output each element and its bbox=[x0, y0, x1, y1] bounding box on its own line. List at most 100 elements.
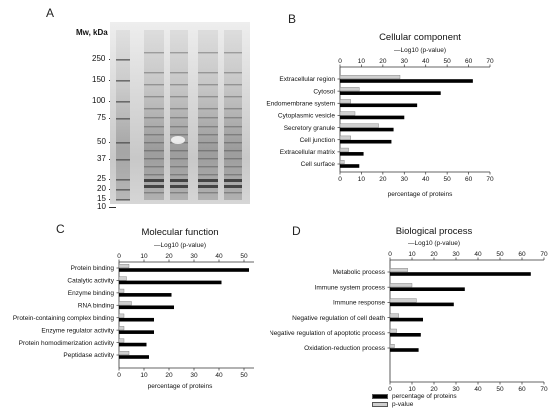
legend: percentage of proteins p-value bbox=[372, 393, 457, 409]
bottom-tick-label: 60 bbox=[518, 386, 526, 393]
gel-band bbox=[224, 142, 242, 144]
bar-percentage bbox=[340, 103, 418, 108]
gel-band bbox=[198, 166, 218, 168]
legend-swatch-pvalue bbox=[372, 402, 388, 407]
top-tick-label: 10 bbox=[140, 253, 148, 260]
gel-ladder-band bbox=[116, 199, 130, 201]
gel-lane bbox=[116, 30, 130, 200]
top-tick-label: 50 bbox=[444, 58, 452, 65]
gel-band bbox=[144, 150, 164, 152]
category-label: Peptidase activity bbox=[63, 352, 114, 359]
bar-percentage bbox=[340, 139, 392, 144]
category-label: Cell junction bbox=[300, 137, 336, 144]
bar-pvalue bbox=[339, 99, 351, 104]
bottom-tick-label: 40 bbox=[474, 386, 482, 393]
bar-pvalue bbox=[118, 350, 130, 355]
top-tick-label: 40 bbox=[422, 58, 430, 65]
bar-percentage bbox=[340, 164, 360, 168]
bar-percentage bbox=[390, 287, 465, 291]
gel-band bbox=[198, 96, 218, 98]
gel-band bbox=[198, 192, 218, 194]
bar-percentage bbox=[119, 280, 222, 285]
gel-band bbox=[144, 142, 164, 144]
bottom-tick-label: 40 bbox=[422, 176, 430, 183]
gel-marker-75: 75 bbox=[97, 113, 106, 122]
gel-mw-title: Mw, kDa bbox=[76, 28, 108, 37]
bar-percentage bbox=[390, 302, 454, 307]
bottom-tick-label: 20 bbox=[379, 176, 387, 183]
category-label: Catalytic activity bbox=[67, 278, 114, 285]
top-tick-label: 0 bbox=[388, 251, 392, 258]
gel-band bbox=[144, 117, 164, 119]
gel-band bbox=[144, 52, 164, 54]
legend-label-pvalue: p-value bbox=[392, 401, 414, 408]
bottom-tick-label: 20 bbox=[165, 372, 173, 379]
legend-item-pvalue: p-value bbox=[372, 401, 457, 408]
bar-pvalue bbox=[118, 276, 127, 281]
gel-band bbox=[144, 185, 164, 188]
category-label: Protein binding bbox=[71, 265, 115, 272]
gel-marker-37: 37 bbox=[97, 154, 106, 163]
top-tick-label: 70 bbox=[540, 251, 548, 258]
category-label: Secretory granule bbox=[284, 125, 336, 132]
bar-pvalue bbox=[339, 135, 351, 140]
bottom-tick-label: 10 bbox=[140, 372, 148, 379]
bottom-tick-label: 30 bbox=[452, 386, 460, 393]
gel-marker-10: 10 bbox=[97, 202, 106, 211]
chart-c-title: Molecular function bbox=[141, 227, 218, 238]
bottom-tick-label: 30 bbox=[401, 176, 409, 183]
category-label: Protein homodimerization activity bbox=[19, 340, 115, 347]
panel-letter-b: B bbox=[288, 12, 297, 26]
bar-pvalue bbox=[389, 298, 417, 303]
gel-band bbox=[170, 117, 188, 119]
bottom-tick-label: 0 bbox=[117, 372, 121, 379]
category-label: Cytoplasmic vesicle bbox=[278, 113, 335, 120]
category-label: Enzyme regulator activity bbox=[41, 327, 114, 334]
gel-band bbox=[170, 126, 188, 128]
bar-percentage bbox=[119, 305, 174, 310]
top-tick-label: 60 bbox=[465, 58, 473, 65]
chart-b-bottom-axis-label: percentage of proteins bbox=[388, 191, 453, 198]
category-label: Cell surface bbox=[301, 161, 336, 168]
bar-percentage bbox=[340, 79, 473, 83]
gel-ladder-band bbox=[116, 159, 130, 161]
gel-band bbox=[224, 126, 242, 128]
chart-molecular-function: Molecular function —Log10 (p-value) perc… bbox=[13, 227, 254, 390]
category-label: Immune response bbox=[333, 300, 385, 307]
gel-band bbox=[170, 174, 188, 176]
bottom-tick-label: 0 bbox=[388, 386, 392, 393]
top-tick-label: 30 bbox=[401, 58, 409, 65]
gel-band bbox=[198, 185, 218, 188]
category-label: Protein-containing complex binding bbox=[13, 315, 115, 322]
bar-pvalue bbox=[118, 301, 132, 306]
bar-percentage bbox=[340, 127, 394, 132]
category-label: Endomembrane system bbox=[266, 100, 335, 107]
gel-band bbox=[198, 142, 218, 144]
bar-pvalue bbox=[118, 264, 130, 269]
bottom-tick-label: 10 bbox=[408, 386, 416, 393]
bottom-tick-label: 20 bbox=[430, 386, 438, 393]
gel-band bbox=[170, 96, 188, 98]
gel-marker-100: 100 bbox=[92, 96, 106, 105]
gel-lane bbox=[144, 30, 164, 200]
bar-pvalue bbox=[389, 283, 413, 288]
bar-pvalue bbox=[339, 147, 349, 152]
gel-band bbox=[170, 134, 188, 136]
bottom-tick-label: 40 bbox=[215, 372, 223, 379]
gel-band bbox=[224, 150, 242, 152]
bar-pvalue bbox=[389, 313, 400, 318]
bar-percentage bbox=[119, 330, 154, 334]
bar-pvalue bbox=[389, 268, 408, 273]
top-tick-label: 20 bbox=[379, 58, 387, 65]
gel-band bbox=[170, 158, 188, 160]
bar-pvalue bbox=[339, 159, 345, 164]
bar-pvalue bbox=[339, 111, 356, 116]
chart-d-top-axis-label: —Log10 (p-value) bbox=[408, 240, 460, 247]
top-tick-label: 60 bbox=[518, 251, 526, 258]
bottom-tick-label: 60 bbox=[465, 176, 473, 183]
gel-band bbox=[144, 84, 164, 86]
gel-band bbox=[170, 179, 188, 182]
gel-band bbox=[224, 84, 242, 86]
gel-lane bbox=[198, 30, 218, 200]
chart-biological-process: Biological process —Log10 (p-value) 0 10 2… bbox=[270, 226, 548, 393]
